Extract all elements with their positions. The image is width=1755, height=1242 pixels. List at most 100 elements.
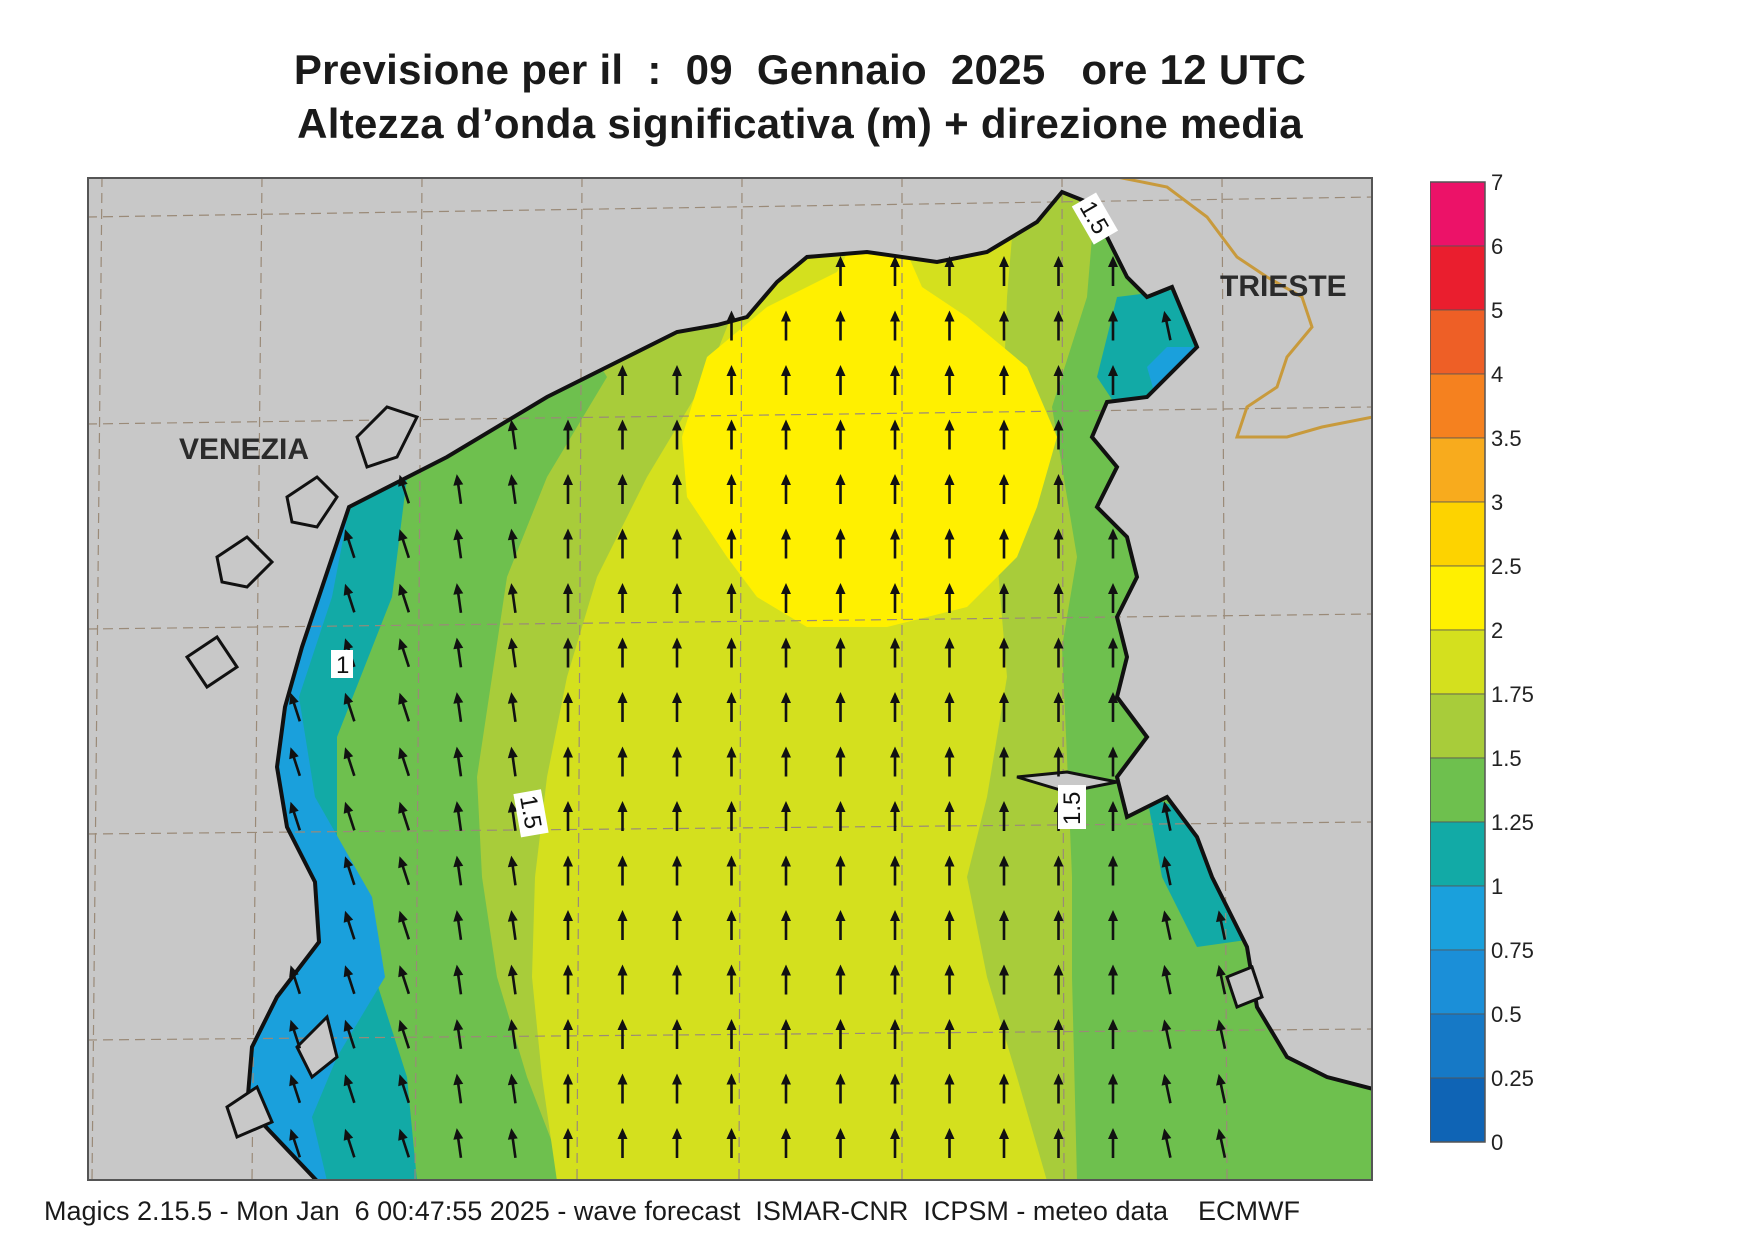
direction-arrow bbox=[617, 855, 628, 886]
direction-arrow bbox=[890, 528, 900, 559]
direction-arrow bbox=[944, 583, 955, 613]
direction-arrow bbox=[944, 365, 955, 395]
direction-arrow bbox=[781, 1073, 791, 1104]
direction-arrow bbox=[563, 964, 573, 995]
direction-arrow bbox=[1053, 365, 1064, 395]
direction-arrow bbox=[999, 583, 1009, 613]
direction-arrow bbox=[726, 746, 737, 777]
direction-arrow bbox=[890, 855, 900, 886]
direction-arrow bbox=[507, 583, 518, 614]
contour-label-east-1-5: 1.5 bbox=[1058, 785, 1086, 829]
direction-arrow bbox=[1053, 1073, 1064, 1104]
direction-arrow bbox=[835, 256, 846, 286]
direction-arrow bbox=[944, 310, 955, 341]
legend-tick-label: 0.25 bbox=[1491, 1066, 1534, 1091]
direction-arrow bbox=[563, 1019, 573, 1049]
direction-arrow bbox=[999, 855, 1009, 886]
wave-direction-arrows bbox=[289, 256, 1227, 1159]
direction-arrow bbox=[726, 528, 737, 559]
direction-arrow bbox=[890, 746, 900, 777]
direction-arrow bbox=[617, 910, 628, 940]
direction-arrow bbox=[1108, 1073, 1118, 1104]
direction-arrow bbox=[726, 692, 737, 722]
direction-arrow bbox=[781, 855, 791, 886]
direction-arrow bbox=[890, 801, 900, 831]
direction-arrow bbox=[672, 1128, 682, 1158]
direction-arrow bbox=[726, 419, 737, 450]
direction-arrow bbox=[835, 365, 846, 395]
direction-arrow bbox=[672, 964, 682, 995]
direction-arrow bbox=[507, 1073, 518, 1104]
color-legend: 7 6 5 4 3.5 3 2.5 2 1.75 1.5 1.25 1 0.75 0.5 0.25 0 bbox=[1430, 170, 1534, 1155]
direction-arrow bbox=[1216, 1128, 1227, 1158]
legend-tick-label: 2.5 bbox=[1491, 554, 1522, 579]
legend-tick-label: 1 bbox=[1491, 874, 1503, 899]
direction-arrow bbox=[1161, 910, 1172, 940]
direction-arrow bbox=[617, 1019, 628, 1049]
direction-arrow bbox=[398, 583, 411, 613]
direction-arrow bbox=[999, 528, 1009, 559]
direction-arrow bbox=[944, 1073, 955, 1104]
direction-arrow bbox=[944, 1019, 955, 1049]
direction-arrow bbox=[563, 1128, 573, 1158]
direction-arrow bbox=[726, 964, 737, 995]
direction-arrow bbox=[398, 529, 411, 559]
direction-arrow bbox=[1053, 637, 1064, 668]
graticule bbox=[87, 177, 1373, 1181]
direction-arrow bbox=[890, 583, 900, 613]
legend-swatch bbox=[1430, 1077, 1486, 1143]
direction-arrow bbox=[781, 692, 791, 722]
direction-arrow bbox=[1216, 1019, 1227, 1049]
direction-arrow bbox=[1161, 310, 1172, 341]
wave-height-map: VENEZIA TRIESTE 1 1.5 1.5 1.5 bbox=[87, 177, 1373, 1181]
direction-arrow bbox=[507, 528, 518, 559]
direction-arrow bbox=[453, 528, 464, 559]
legend-swatch bbox=[1430, 373, 1486, 439]
direction-arrow bbox=[781, 964, 791, 995]
direction-arrow bbox=[1161, 964, 1172, 995]
direction-arrow bbox=[890, 1128, 900, 1158]
direction-arrow bbox=[835, 1073, 846, 1104]
direction-arrow bbox=[672, 1073, 682, 1104]
direction-arrow bbox=[507, 474, 518, 505]
direction-arrow bbox=[672, 365, 682, 395]
direction-arrow bbox=[1053, 1019, 1064, 1049]
direction-arrow bbox=[617, 746, 628, 777]
direction-arrow bbox=[890, 964, 900, 995]
direction-arrow bbox=[1108, 692, 1118, 722]
direction-arrow bbox=[1161, 1128, 1172, 1158]
band-2-2-5 bbox=[682, 207, 1057, 627]
direction-arrow bbox=[835, 419, 846, 450]
legend-swatch bbox=[1430, 885, 1486, 951]
direction-arrow bbox=[835, 692, 846, 722]
direction-arrow bbox=[289, 1074, 302, 1104]
direction-arrow bbox=[835, 528, 846, 559]
direction-arrow bbox=[343, 1128, 356, 1158]
direction-arrow bbox=[781, 746, 791, 777]
direction-arrow bbox=[1108, 256, 1118, 286]
direction-arrow bbox=[672, 910, 682, 940]
direction-arrow bbox=[1161, 1073, 1172, 1104]
direction-arrow bbox=[507, 964, 518, 995]
direction-arrow bbox=[999, 1128, 1009, 1158]
direction-arrow bbox=[672, 855, 682, 886]
contour-label-west-1-5: 1.5 bbox=[513, 789, 549, 838]
direction-arrow bbox=[672, 419, 682, 450]
direction-arrow bbox=[453, 801, 464, 832]
direction-arrow bbox=[835, 801, 846, 831]
legend-tick-label: 5 bbox=[1491, 298, 1503, 323]
direction-arrow bbox=[890, 1073, 900, 1104]
direction-arrow bbox=[563, 583, 573, 613]
direction-arrow bbox=[726, 583, 737, 613]
contour-label-text: 1.5 bbox=[514, 793, 546, 831]
legend-swatch bbox=[1430, 245, 1486, 311]
direction-arrow bbox=[781, 365, 791, 395]
direction-arrow bbox=[835, 964, 846, 995]
direction-arrow bbox=[890, 637, 900, 668]
direction-arrow bbox=[453, 692, 464, 723]
direction-arrow bbox=[835, 1128, 846, 1158]
direction-arrow bbox=[1161, 1019, 1172, 1049]
direction-arrow bbox=[999, 474, 1009, 504]
direction-arrow bbox=[781, 801, 791, 831]
direction-arrow bbox=[835, 855, 846, 886]
